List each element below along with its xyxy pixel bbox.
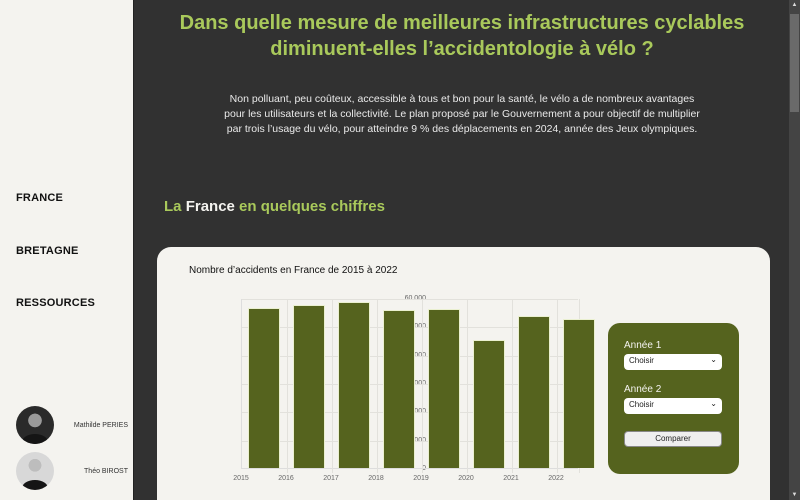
section-title-suffix: en quelques chiffres bbox=[234, 198, 385, 215]
section-title-prefix: La bbox=[164, 198, 186, 215]
scrollbar[interactable]: ▲ ▼ bbox=[789, 0, 800, 500]
avatar bbox=[16, 452, 54, 490]
author-name: Théo BIROST bbox=[84, 467, 128, 475]
x-tick: 2015 bbox=[233, 475, 249, 482]
bar-2021[interactable] bbox=[518, 316, 550, 468]
author-card: Mathilde PERIES bbox=[16, 406, 128, 444]
bar-2019[interactable] bbox=[428, 309, 460, 468]
year2-selected-value: Choisir bbox=[629, 400, 654, 409]
bar-2022[interactable] bbox=[563, 319, 595, 468]
bar-chart bbox=[241, 299, 595, 473]
y-tick: 50 000 bbox=[386, 323, 426, 330]
page-title: Dans quelle mesure de meilleures infrast… bbox=[135, 10, 789, 62]
section-title-highlight: France bbox=[185, 198, 235, 215]
bar-2015[interactable] bbox=[248, 307, 280, 468]
year1-selected-value: Choisir bbox=[629, 356, 654, 365]
bar-2017[interactable] bbox=[338, 301, 370, 468]
x-tick: 2020 bbox=[458, 475, 474, 482]
chart-card: Nombre d’accidents en France de 2015 à 2… bbox=[157, 247, 770, 500]
year1-select[interactable]: Choisir ⌄ bbox=[624, 354, 722, 370]
x-tick: 2017 bbox=[323, 475, 339, 482]
year2-select[interactable]: Choisir ⌄ bbox=[624, 398, 722, 414]
x-tick: 2019 bbox=[413, 475, 429, 482]
compare-button[interactable]: Comparer bbox=[624, 431, 722, 447]
chevron-down-icon: ⌄ bbox=[710, 355, 717, 364]
y-tick: 60 000 bbox=[386, 295, 426, 302]
avatar bbox=[16, 406, 54, 444]
intro-line: pour les utilisateurs et la collectivité… bbox=[224, 108, 700, 120]
y-tick: 10 000 bbox=[386, 437, 426, 444]
sidebar: FRANCE BRETAGNE RESSOURCES Mathilde PERI… bbox=[0, 0, 134, 500]
author-name: Mathilde PERIES bbox=[73, 421, 128, 429]
chart-title: Nombre d’accidents en France de 2015 à 2… bbox=[189, 265, 398, 276]
bar-2020[interactable] bbox=[473, 339, 505, 468]
title-line: diminuent-elles l’accidentologie à vélo … bbox=[270, 38, 654, 60]
year2-label: Année 2 bbox=[624, 384, 662, 395]
year1-label: Année 1 bbox=[624, 340, 662, 351]
x-tick: 2021 bbox=[503, 475, 519, 482]
title-line: Dans quelle mesure de meilleures infrast… bbox=[179, 12, 745, 34]
x-tick: 2016 bbox=[278, 475, 294, 482]
bar-2016[interactable] bbox=[293, 305, 325, 468]
author-card: Théo BIROST bbox=[16, 452, 128, 490]
y-tick: 40 000 bbox=[386, 352, 426, 359]
x-tick: 2018 bbox=[368, 475, 384, 482]
scroll-thumb[interactable] bbox=[790, 14, 799, 112]
y-tick: 30 000 bbox=[386, 380, 426, 387]
nav-item-france[interactable]: FRANCE bbox=[16, 192, 64, 204]
chevron-down-icon: ⌄ bbox=[710, 399, 717, 408]
nav-item-bretagne[interactable]: BRETAGNE bbox=[16, 245, 79, 257]
scroll-up-icon[interactable]: ▲ bbox=[791, 2, 798, 8]
x-tick: 2022 bbox=[548, 475, 564, 482]
bar-2018[interactable] bbox=[383, 309, 415, 468]
scroll-down-icon[interactable]: ▼ bbox=[791, 492, 798, 498]
nav-item-ressources[interactable]: RESSOURCES bbox=[16, 297, 96, 309]
y-tick: 20 000 bbox=[386, 408, 426, 415]
main-content: Dans quelle mesure de meilleures infrast… bbox=[135, 0, 789, 500]
intro-text: Non polluant, peu coûteux, accessible à … bbox=[195, 92, 729, 137]
compare-panel: Année 1 Choisir ⌄ Année 2 Choisir ⌄ Comp… bbox=[608, 323, 739, 474]
intro-line: par trois l’usage du vélo, pour atteindr… bbox=[226, 123, 698, 135]
section-title: La France en quelques chiffres bbox=[164, 198, 385, 215]
intro-line: Non polluant, peu coûteux, accessible à … bbox=[229, 93, 695, 105]
